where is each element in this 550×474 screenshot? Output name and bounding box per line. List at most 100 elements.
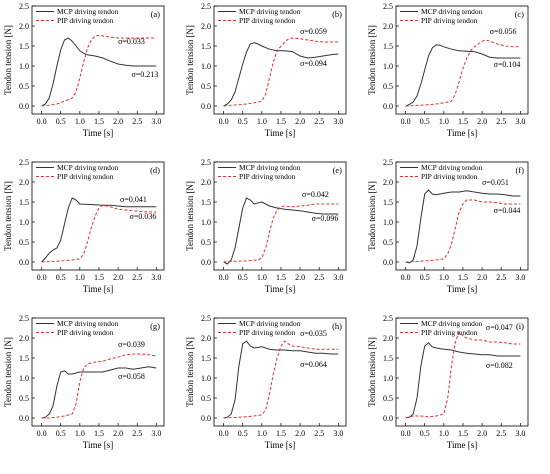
plot-frame (31, 317, 165, 427)
panel-label: (c) (515, 9, 525, 19)
x-tick-label: 2.0 (113, 117, 123, 126)
sigma-annotation: σ=0.058 (118, 372, 145, 381)
y-axis-label: Tendon tension [N] (185, 181, 195, 251)
legend-label: MCP driving tendon (421, 163, 483, 172)
x-tick-label: 1.0 (439, 273, 449, 282)
x-axis-label: Time [s] (265, 128, 295, 138)
x-tick-label: 2.0 (113, 273, 123, 282)
x-tick-label: 1.5 (458, 117, 468, 126)
x-tick-label: 0.0 (401, 429, 411, 438)
legend-label: MCP driving tendon (421, 319, 483, 328)
mcp-series-line (41, 37, 157, 107)
pip-series-line (405, 199, 521, 263)
x-tick-label: 2.0 (113, 429, 123, 438)
mcp-series-line (405, 44, 521, 107)
x-tick-label: 2.5 (132, 429, 142, 438)
y-tick-label: 2.0 (19, 22, 29, 31)
y-tick-label: 1.0 (383, 374, 393, 383)
y-tick-label: 1.5 (19, 198, 29, 207)
x-tick-label: 1.5 (94, 273, 104, 282)
y-tick-label: 0.5 (201, 394, 211, 403)
y-axis-label: Tendon tension [N] (185, 25, 195, 95)
x-tick-label: 1.5 (94, 429, 104, 438)
legend-label: MCP driving tendon (57, 7, 119, 16)
y-tick-label: 1.0 (201, 62, 211, 71)
y-axis-label: Tendon tension [N] (367, 25, 377, 95)
x-tick-label: 1.0 (75, 429, 85, 438)
y-axis-label: Tendon tension [N] (185, 337, 195, 407)
y-tick-label: 0.0 (201, 414, 211, 423)
x-tick-label: 0.5 (56, 273, 66, 282)
mcp-series-line (405, 189, 521, 264)
x-tick-label: 0.5 (56, 429, 66, 438)
legend-label: MCP driving tendon (57, 319, 119, 328)
x-tick-label: 0.0 (37, 117, 47, 126)
x-tick-label: 0.5 (238, 429, 248, 438)
y-tick-label: 1.5 (19, 354, 29, 363)
y-tick-label: 0.0 (19, 102, 29, 111)
x-tick-label: 3.0 (515, 273, 525, 282)
chart-panel-0: 0.0 0.5 1.0 1.5 2.0 2.5 0.0 0.5 1.0 1.5 2.0 2.5 3.0 T… (3, 2, 165, 138)
x-tick-label: 2.5 (496, 117, 506, 126)
x-tick-label: 3.0 (151, 117, 161, 126)
x-tick-label: 1.0 (257, 117, 267, 126)
legend-label: PIP driving tendon (239, 16, 296, 25)
sigma-annotation: σ=0.051 (482, 178, 509, 187)
y-tick-label: 0.5 (383, 82, 393, 91)
x-tick-label: 0.0 (37, 273, 47, 282)
x-tick-label: 0.5 (420, 117, 430, 126)
sigma-annotation: σ=0.042 (302, 190, 329, 199)
y-tick-label: 0.5 (383, 394, 393, 403)
sigma-annotation: σ=0.104 (494, 60, 521, 69)
x-tick-label: 0.0 (219, 273, 229, 282)
chart-panel-5: 0.0 0.5 1.0 1.5 2.0 2.5 0.0 0.5 1.0 1.5 2.0 2.5 3.0 T… (367, 158, 529, 294)
legend-label: PIP driving tendon (57, 16, 114, 25)
x-tick-label: 3.0 (333, 117, 343, 126)
x-tick-label: 0.5 (238, 273, 248, 282)
x-tick-label: 0.5 (56, 117, 66, 126)
chart-panel-6: 0.0 0.5 1.0 1.5 2.0 2.5 0.0 0.5 1.0 1.5 2.0 2.5 3.0 T… (3, 314, 165, 450)
x-tick-label: 1.5 (276, 117, 286, 126)
sigma-annotation: σ=0.033 (118, 37, 145, 46)
x-tick-label: 1.0 (75, 273, 85, 282)
x-tick-label: 2.5 (314, 429, 324, 438)
y-tick-label: 0.5 (383, 238, 393, 247)
sigma-annotation: σ=0.056 (490, 27, 517, 36)
plot-frame (395, 161, 529, 271)
pip-series-line (41, 34, 157, 107)
y-tick-label: 0.5 (201, 238, 211, 247)
x-tick-label: 2.5 (496, 273, 506, 282)
pip-series-line (41, 204, 157, 263)
x-tick-label: 2.5 (132, 117, 142, 126)
pip-series-line (223, 340, 339, 419)
x-tick-label: 2.0 (477, 429, 487, 438)
legend-label: MCP driving tendon (239, 319, 301, 328)
x-tick-label: 2.5 (314, 273, 324, 282)
y-tick-label: 1.5 (201, 198, 211, 207)
legend-label: MCP driving tendon (57, 163, 119, 172)
x-tick-label: 3.0 (515, 117, 525, 126)
x-tick-label: 0.0 (401, 117, 411, 126)
x-tick-label: 1.0 (439, 117, 449, 126)
x-tick-label: 1.0 (257, 429, 267, 438)
mcp-series-line (223, 197, 339, 265)
x-tick-label: 2.0 (477, 117, 487, 126)
y-tick-label: 2.0 (383, 334, 393, 343)
plot-frame (31, 5, 165, 115)
sigma-annotation: σ=0.094 (300, 59, 327, 68)
y-tick-label: 1.0 (19, 218, 29, 227)
legend-label: PIP driving tendon (57, 172, 114, 181)
x-axis-label: Time [s] (447, 284, 477, 294)
plot-frame (213, 5, 347, 115)
mcp-series-line (41, 366, 157, 419)
y-axis-label: Tendon tension [N] (367, 181, 377, 251)
y-tick-label: 1.0 (201, 218, 211, 227)
y-tick-label: 0.0 (201, 258, 211, 267)
legend-label: MCP driving tendon (239, 163, 301, 172)
y-tick-label: 0.5 (19, 238, 29, 247)
plot-frame (213, 317, 347, 427)
sigma-annotation: σ=0.213 (131, 70, 158, 79)
x-tick-label: 0.0 (37, 429, 47, 438)
x-tick-label: 1.5 (276, 273, 286, 282)
plot-frame (395, 317, 529, 427)
